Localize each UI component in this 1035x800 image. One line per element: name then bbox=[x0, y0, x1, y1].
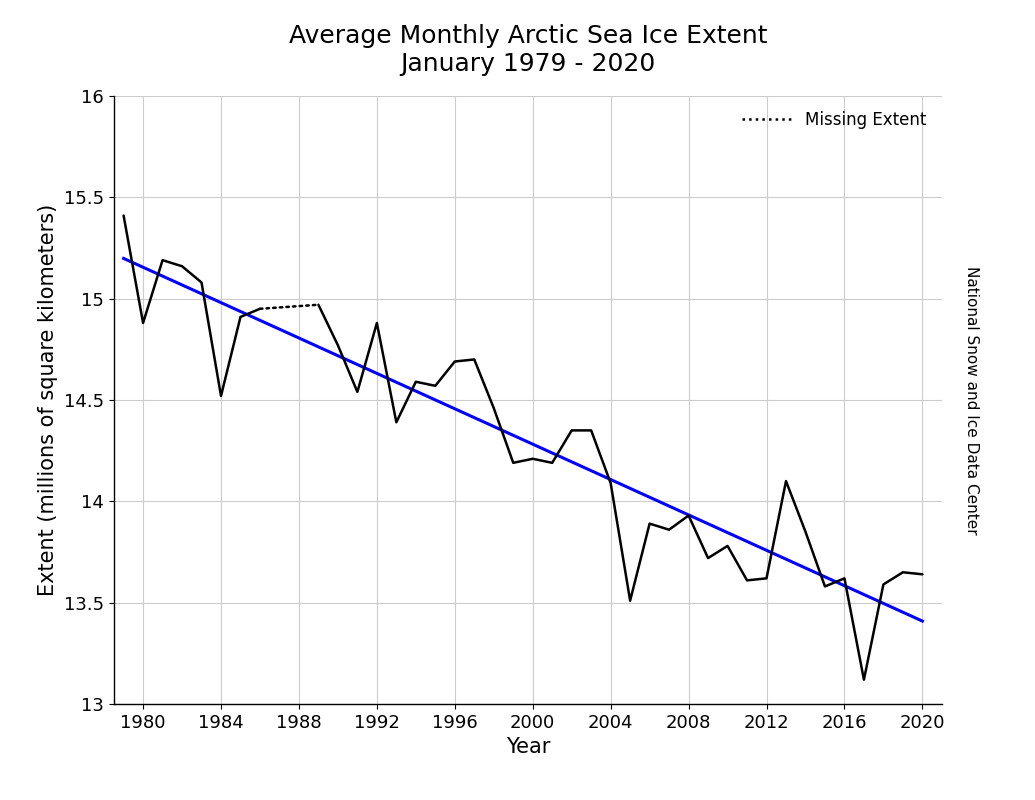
Y-axis label: Extent (millions of square kilometers): Extent (millions of square kilometers) bbox=[38, 204, 58, 596]
X-axis label: Year: Year bbox=[506, 738, 550, 758]
Y-axis label: National Snow and Ice Data Center: National Snow and Ice Data Center bbox=[964, 266, 979, 534]
Legend: Missing Extent: Missing Extent bbox=[736, 104, 934, 136]
Title: Average Monthly Arctic Sea Ice Extent
January 1979 - 2020: Average Monthly Arctic Sea Ice Extent Ja… bbox=[289, 24, 767, 76]
